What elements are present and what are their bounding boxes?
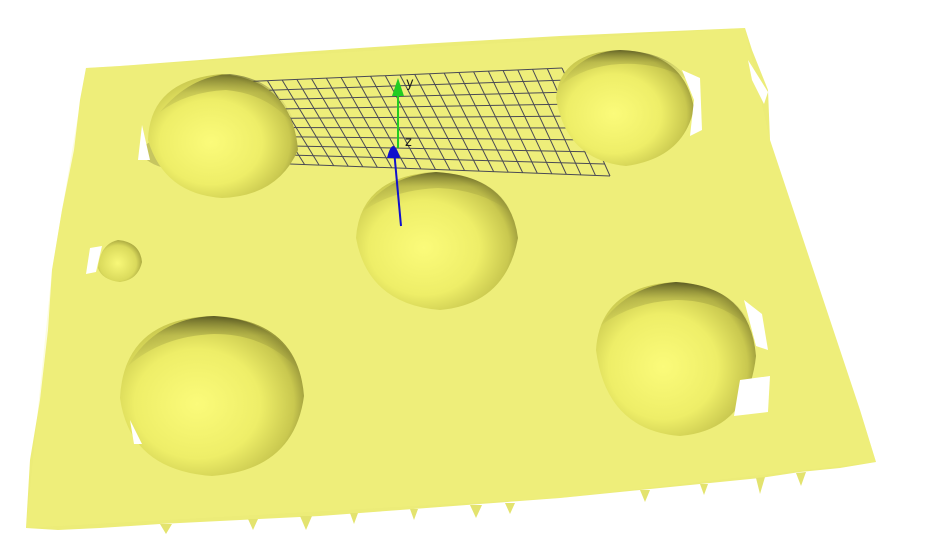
grid-line bbox=[311, 78, 364, 167]
grid-line bbox=[429, 73, 480, 172]
grid-line bbox=[532, 69, 582, 176]
grid-line bbox=[237, 67, 563, 83]
grid-line bbox=[272, 136, 595, 141]
y-axis-arrow-icon bbox=[392, 78, 404, 96]
grid-line bbox=[517, 69, 567, 175]
axis-gizmo[interactable]: y z bbox=[387, 76, 414, 227]
bump-top-left[interactable] bbox=[138, 74, 298, 198]
y-axis-label: y bbox=[406, 76, 414, 91]
grid-line bbox=[399, 74, 451, 171]
z-axis-line bbox=[393, 149, 402, 227]
grid-line bbox=[502, 70, 553, 175]
grid-line bbox=[487, 70, 538, 174]
grid-line bbox=[370, 76, 422, 170]
grid-line bbox=[296, 79, 349, 167]
bump-bottom-left[interactable] bbox=[120, 316, 304, 476]
grid-line bbox=[458, 72, 509, 173]
surface-edge-spikes bbox=[160, 472, 806, 534]
grid-line bbox=[243, 79, 568, 92]
grid-line bbox=[340, 77, 393, 169]
grid-line bbox=[443, 72, 495, 172]
grid-line bbox=[289, 163, 611, 177]
bump-top-right[interactable] bbox=[556, 50, 768, 166]
grid-line bbox=[281, 79, 335, 166]
grid-line bbox=[255, 103, 579, 110]
grid-line bbox=[284, 154, 605, 165]
grid-line bbox=[473, 71, 524, 173]
grid-line bbox=[278, 145, 600, 153]
grid-line bbox=[261, 115, 584, 119]
bump-center[interactable] bbox=[356, 172, 518, 310]
z-axis-label: z bbox=[405, 135, 412, 150]
grid-line bbox=[414, 74, 465, 171]
z-axis-arrow-icon bbox=[387, 146, 400, 158]
grid-line bbox=[249, 91, 573, 101]
bump-small-left[interactable] bbox=[86, 240, 142, 282]
grid-line bbox=[325, 77, 378, 168]
bump-bottom-right[interactable] bbox=[596, 282, 770, 436]
